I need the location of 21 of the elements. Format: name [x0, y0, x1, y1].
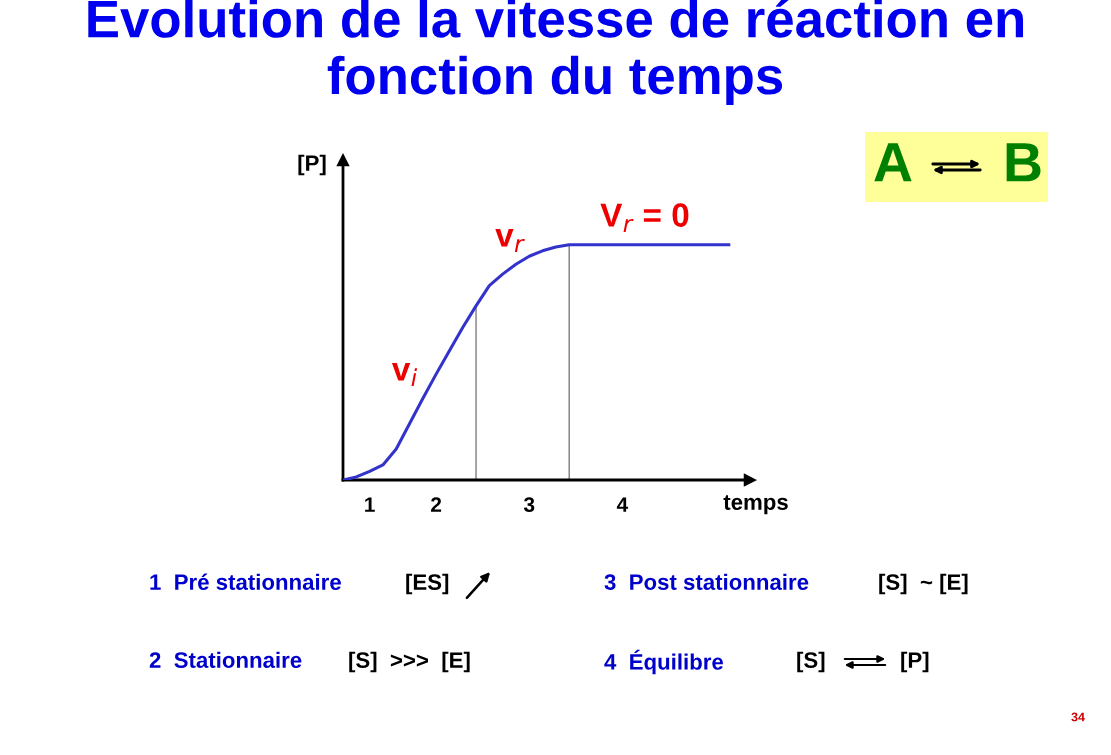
x-tick-label: 1	[365, 497, 375, 512]
x-tick-label: 4	[616, 497, 629, 512]
annotation: v$_{i}$	[391, 362, 418, 387]
text: A	[874, 143, 912, 182]
x-tick-label: 2	[431, 497, 442, 512]
text: [P]	[901, 651, 929, 673]
text: [S] >>> [E]	[349, 651, 470, 673]
x-tick-label: 3	[523, 497, 535, 512]
x-axis-title: temps	[723, 495, 788, 515]
text: 3 Post stationnaire	[604, 573, 809, 590]
text: 34	[1071, 712, 1085, 722]
text: 4 Équilibre	[604, 649, 724, 675]
annotation: v$_{r}$	[495, 228, 525, 253]
text: B	[1006, 143, 1041, 182]
y-axis-title: [P]	[298, 154, 326, 176]
text: [S]	[797, 651, 825, 673]
text: [S] ~ [E]	[879, 573, 968, 595]
text: V$_{r}$ = 0	[600, 203, 689, 233]
text: 1 Pré stationnaire	[150, 573, 341, 590]
text: 2 Stationnaire	[149, 651, 302, 668]
text: [ES]	[406, 573, 449, 595]
